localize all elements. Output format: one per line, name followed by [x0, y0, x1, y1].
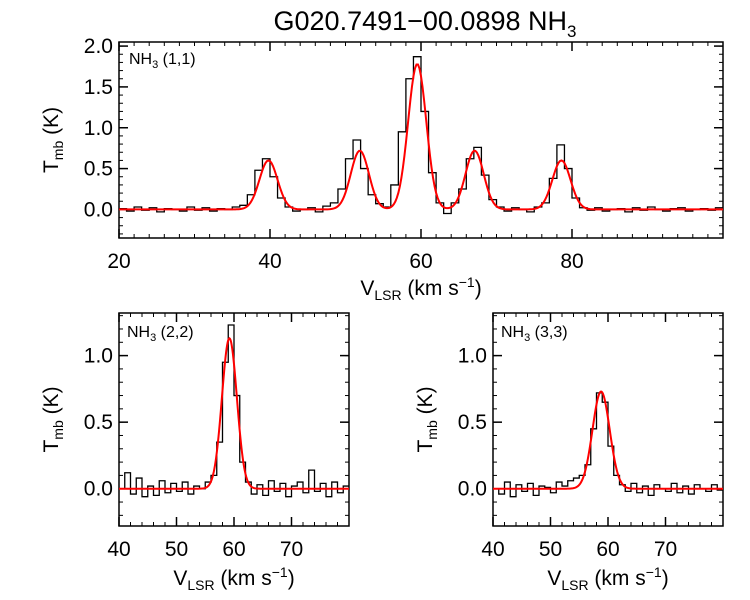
x-tick-label: 80	[560, 250, 583, 273]
panel-nh3-3-3: 40 50 60 70 0.0 0.5 1.0 NH3 (3,3) VLSR (km s−1) T…	[414, 312, 724, 593]
y-tick-label: 0.5	[458, 411, 487, 434]
x-axis-label: VLSR (km s−1)	[547, 564, 668, 593]
y-tick-label: 0.0	[84, 478, 113, 501]
figure-title: G020.7491−00.0898 NH3	[274, 6, 577, 41]
y-tick-label: 0.0	[458, 478, 487, 501]
plot-area	[119, 324, 349, 498]
y-axis-label: Tmb (K)	[414, 386, 440, 452]
panel-label: NH3 (3,3)	[501, 324, 568, 344]
fit-curve	[119, 337, 349, 490]
x-tick-label: 40	[107, 538, 130, 561]
y-axis-label: Tmb (K)	[40, 386, 66, 452]
x-tick-label: 50	[539, 538, 562, 561]
plot-area	[493, 390, 723, 498]
panel-label: NH3 (1,1)	[129, 51, 196, 71]
x-axis-label: VLSR (km s−1)	[360, 274, 481, 303]
y-tick-label: 2.0	[84, 35, 113, 58]
y-tick-label: 0.5	[84, 158, 113, 181]
spectrum-histogram	[493, 392, 723, 498]
x-tick-label: 40	[258, 250, 281, 273]
x-tick-label: 70	[280, 538, 303, 561]
x-tick-label: 40	[481, 538, 504, 561]
y-tick-label: 1.0	[458, 345, 487, 368]
x-tick-label: 50	[165, 538, 188, 561]
x-tick-label: 70	[654, 538, 677, 561]
panel-nh3-2-2: 40 50 60 70 0.0 0.5 1.0 NH3 (2,2) VLSR (km s−1) T…	[40, 312, 350, 593]
x-tick-label: 60	[596, 538, 619, 561]
y-tick-label: 1.5	[84, 76, 113, 99]
x-tick-label: 60	[409, 250, 432, 273]
x-tick-label: 60	[222, 538, 245, 561]
x-axis-label: VLSR (km s−1)	[173, 564, 294, 593]
y-tick-label: 1.0	[84, 345, 113, 368]
panel-nh3-1-1: 20 40 60 80 0.0 0.5 1.0 1.5 2.0 NH3 (1,1) VLSR (km…	[40, 35, 724, 303]
plot-area	[119, 56, 723, 215]
x-tick-label: 20	[107, 250, 130, 273]
y-tick-label: 1.0	[84, 117, 113, 140]
panel-label: NH3 (2,2)	[127, 324, 194, 344]
y-tick-label: 0.0	[84, 198, 113, 221]
spectrum-histogram	[119, 324, 349, 498]
y-axis-label: Tmb (K)	[40, 107, 66, 173]
fit-curve	[119, 63, 723, 211]
fit-curve	[493, 390, 723, 490]
y-tick-label: 0.5	[84, 411, 113, 434]
